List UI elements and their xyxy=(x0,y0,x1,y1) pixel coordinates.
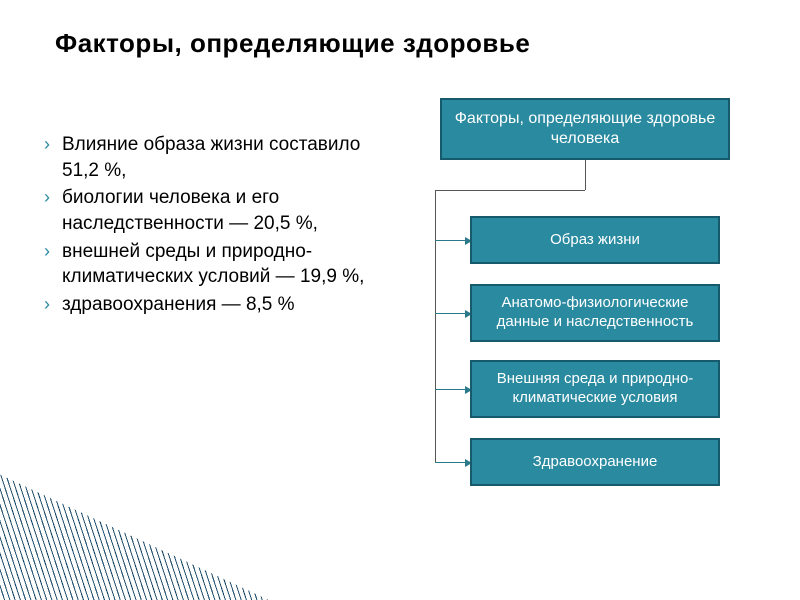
arrow-icon xyxy=(435,313,470,314)
list-item: Влияние образа жизни составило 51,2 %, xyxy=(40,132,380,183)
diagram-root-box: Факторы, определяющие здоровье человека xyxy=(440,98,730,160)
bullet-list: Влияние образа жизни составило 51,2 %, б… xyxy=(40,132,380,319)
page-title: Факторы, определяющие здоровье xyxy=(55,28,530,59)
list-item: биологии человека и его наследственности… xyxy=(40,185,380,236)
list-item: здравоохранения — 8,5 % xyxy=(40,292,380,318)
connector-line xyxy=(585,160,586,190)
list-item: внешней среды и природно-климатических у… xyxy=(40,239,380,290)
arrow-icon xyxy=(435,240,470,241)
arrow-icon xyxy=(435,389,470,390)
connector-line xyxy=(435,190,585,191)
diagram-child-box: Здравоохранение xyxy=(470,438,720,486)
decorative-hatch xyxy=(0,470,290,600)
flow-diagram: Факторы, определяющие здоровье человека … xyxy=(410,98,770,518)
diagram-child-box: Внешняя среда и природно-климатические у… xyxy=(470,360,720,418)
connector-line xyxy=(435,190,436,462)
arrow-icon xyxy=(435,462,470,463)
diagram-child-box: Анатомо-физиологические данные и наследс… xyxy=(470,284,720,342)
diagram-child-box: Образ жизни xyxy=(470,216,720,264)
